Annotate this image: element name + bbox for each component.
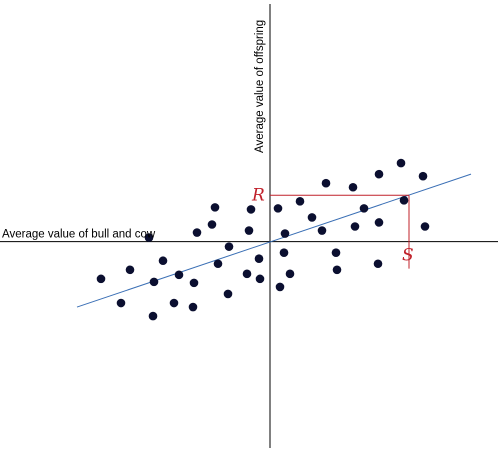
data-point [276, 283, 285, 292]
data-point [322, 179, 331, 188]
data-point [225, 242, 234, 251]
data-point [318, 226, 327, 235]
data-point [193, 228, 202, 237]
data-point [274, 204, 283, 213]
data-point [351, 222, 360, 231]
data-point [126, 265, 135, 274]
data-point [400, 196, 409, 205]
data-point [349, 183, 358, 192]
data-point [256, 275, 265, 284]
selection-s-label: S [402, 246, 414, 266]
data-point [214, 259, 223, 268]
data-point [224, 290, 233, 299]
selection-r-label: R [251, 185, 265, 205]
data-point [255, 254, 264, 263]
data-point [208, 220, 217, 229]
data-point [332, 248, 341, 257]
data-point [333, 265, 342, 274]
data-point [421, 222, 430, 231]
data-point [117, 299, 126, 308]
data-point [247, 205, 256, 214]
data-point [150, 278, 159, 287]
y-axis-label: Average value of offspring [254, 20, 266, 153]
data-point [375, 218, 384, 227]
data-point [189, 303, 198, 312]
data-point [375, 170, 384, 179]
data-point [296, 197, 305, 206]
data-point [280, 248, 289, 257]
data-point [397, 159, 406, 168]
data-point [149, 312, 158, 321]
data-point [190, 279, 199, 288]
selection-guide-layer [270, 195, 409, 268]
data-point [170, 299, 179, 308]
data-point [281, 229, 290, 238]
data-point [97, 275, 106, 284]
data-point [159, 256, 168, 265]
data-point [308, 213, 317, 222]
data-point [360, 204, 369, 213]
data-point [175, 271, 184, 280]
data-point [243, 270, 252, 279]
data-point [374, 259, 383, 268]
data-point [211, 203, 220, 212]
data-point [245, 226, 254, 235]
x-axis-label: Average value of bull and cow [2, 229, 156, 241]
data-point [419, 172, 428, 181]
data-point [286, 270, 295, 279]
